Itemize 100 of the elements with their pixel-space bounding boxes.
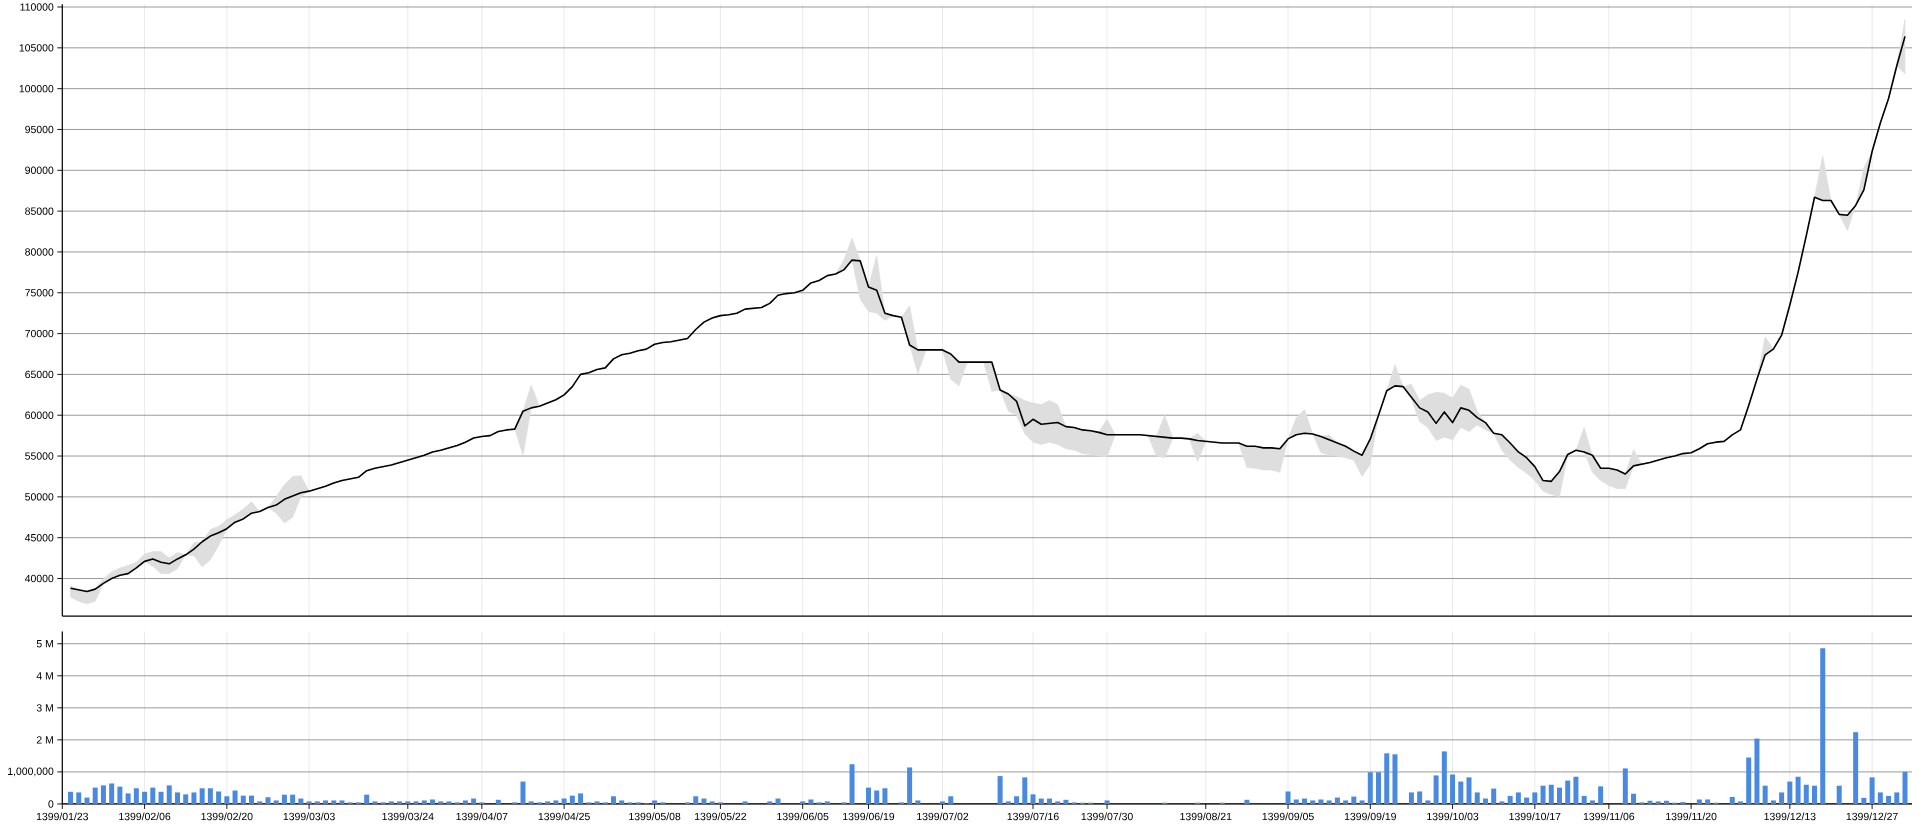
bar bbox=[1746, 757, 1752, 805]
bar bbox=[1310, 800, 1316, 805]
x-tick-label: 1399/07/02 bbox=[917, 812, 969, 821]
bar bbox=[948, 796, 954, 805]
bar bbox=[1770, 800, 1776, 805]
bar bbox=[1417, 791, 1423, 805]
bar bbox=[849, 764, 855, 805]
bar bbox=[545, 801, 551, 805]
bar bbox=[1301, 798, 1307, 805]
bar bbox=[199, 788, 205, 805]
x-tick-label: 1399/12/27 bbox=[1846, 812, 1898, 821]
x-tick-label: 1399/02/20 bbox=[201, 812, 253, 821]
bar bbox=[273, 800, 279, 805]
bar bbox=[1466, 777, 1472, 805]
bar bbox=[446, 801, 452, 805]
y-tick-label: 5 M bbox=[36, 640, 53, 648]
bar bbox=[1795, 776, 1801, 805]
bar bbox=[874, 790, 880, 805]
bar bbox=[1104, 800, 1110, 805]
bar bbox=[1293, 799, 1299, 805]
bar bbox=[413, 801, 419, 805]
bar bbox=[1663, 800, 1669, 805]
y-tick-label: 100000 bbox=[19, 85, 54, 93]
bar bbox=[1425, 800, 1431, 805]
bar bbox=[471, 798, 477, 805]
bar bbox=[314, 801, 320, 805]
bar bbox=[1532, 792, 1538, 805]
bar bbox=[1359, 800, 1365, 805]
bar bbox=[652, 800, 658, 805]
x-tick-label: 1399/12/13 bbox=[1764, 812, 1816, 821]
bar bbox=[1474, 792, 1480, 805]
bar bbox=[1326, 800, 1332, 805]
x-tick-label: 1399/11/06 bbox=[1583, 812, 1635, 821]
bar bbox=[1869, 777, 1875, 805]
bar bbox=[1507, 796, 1513, 805]
bar bbox=[824, 801, 830, 805]
bar bbox=[1367, 772, 1373, 805]
bar bbox=[1886, 796, 1892, 805]
x-tick-label: 1399/05/22 bbox=[695, 812, 747, 821]
y-tick-label: 75000 bbox=[25, 289, 54, 297]
y-tick-label: 85000 bbox=[25, 207, 54, 215]
bar bbox=[800, 801, 806, 805]
bar bbox=[808, 799, 814, 805]
bar bbox=[1631, 793, 1637, 805]
bar bbox=[1038, 798, 1044, 805]
bar bbox=[1482, 798, 1488, 805]
bar bbox=[265, 797, 271, 805]
bar bbox=[298, 798, 304, 805]
bar bbox=[1458, 781, 1464, 805]
x-tick-label: 1399/09/19 bbox=[1344, 812, 1396, 821]
bar bbox=[1803, 784, 1809, 805]
bar bbox=[117, 786, 123, 805]
bar bbox=[940, 801, 946, 805]
y-tick-label: 3 M bbox=[36, 704, 53, 712]
x-tick-label: 1399/10/17 bbox=[1509, 812, 1561, 821]
x-tick-label: 1399/08/21 bbox=[1180, 812, 1232, 821]
bar bbox=[775, 798, 781, 805]
bar bbox=[1334, 797, 1340, 805]
bar bbox=[372, 801, 378, 805]
bar bbox=[553, 800, 559, 805]
bar bbox=[92, 787, 98, 805]
bar bbox=[915, 800, 921, 805]
x-tick-label: 1399/04/07 bbox=[456, 812, 508, 821]
bar bbox=[232, 790, 238, 805]
bar bbox=[1392, 754, 1398, 805]
bar bbox=[1055, 801, 1061, 805]
bar bbox=[224, 796, 230, 805]
bar bbox=[1548, 784, 1554, 805]
x-tick-label: 1399/05/08 bbox=[629, 812, 681, 821]
x-tick-label: 1399/11/20 bbox=[1666, 812, 1717, 821]
bar bbox=[1244, 799, 1250, 805]
bar bbox=[742, 801, 748, 805]
bar bbox=[183, 794, 189, 805]
bar bbox=[323, 800, 329, 805]
bar bbox=[1524, 797, 1530, 805]
bar bbox=[1737, 801, 1743, 805]
y-tick-label: 90000 bbox=[25, 166, 54, 175]
bar bbox=[865, 787, 871, 805]
bar bbox=[1622, 768, 1628, 805]
bar bbox=[1787, 781, 1793, 805]
bar bbox=[1540, 785, 1546, 805]
x-tick-label: 1399/03/03 bbox=[283, 812, 335, 821]
bar bbox=[495, 799, 501, 805]
bar bbox=[1499, 801, 1505, 805]
bar bbox=[1581, 796, 1587, 805]
y-tick-label: 110000 bbox=[20, 3, 54, 11]
bar bbox=[405, 801, 411, 805]
bar bbox=[1030, 794, 1036, 805]
bar bbox=[1014, 796, 1020, 805]
y-tick-label: 45000 bbox=[24, 534, 54, 542]
bar bbox=[158, 791, 164, 805]
bar bbox=[1491, 788, 1497, 805]
bar bbox=[1063, 799, 1069, 805]
x-tick-label: 1399/03/24 bbox=[382, 812, 434, 821]
bar bbox=[907, 767, 913, 805]
bar bbox=[1351, 796, 1357, 805]
bar bbox=[1705, 799, 1711, 805]
bar bbox=[397, 801, 403, 805]
x-tick-label: 1399/01/23 bbox=[36, 812, 89, 821]
bar bbox=[528, 801, 534, 805]
